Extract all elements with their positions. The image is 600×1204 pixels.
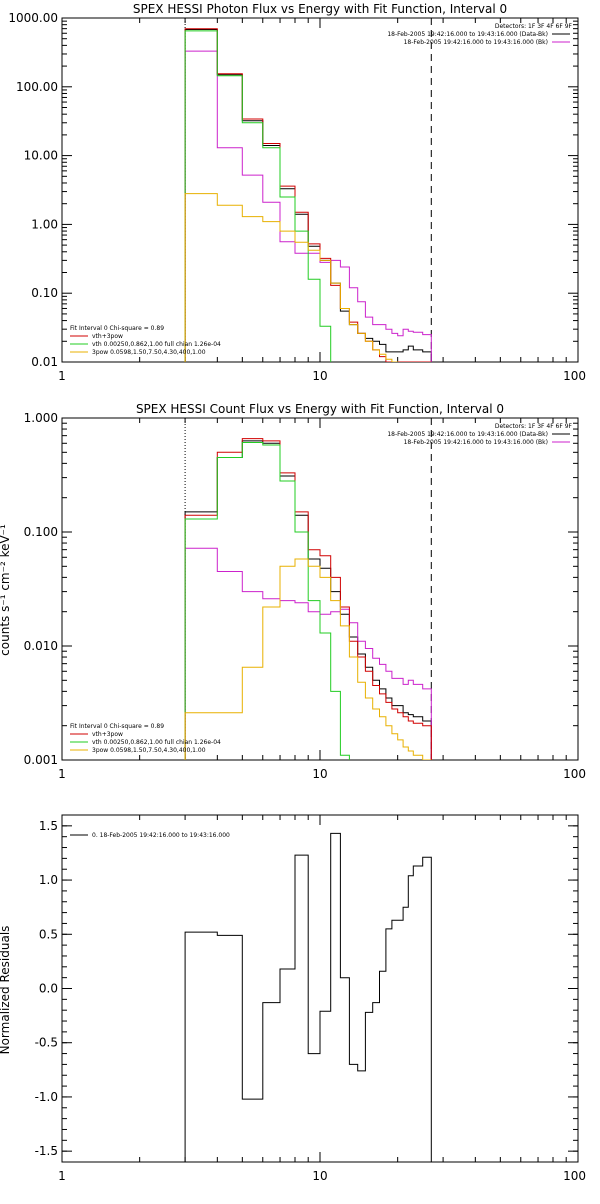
count-legend-bottom-left-entry: vth+3pow [92, 731, 123, 738]
residual-y-tick-label: 0.5 [39, 927, 58, 941]
photon-x-tick-label: 1 [58, 369, 66, 383]
residual-y-tick-label: 1.5 [39, 819, 58, 833]
photon-series-vth-3pow [184, 28, 432, 362]
count-y-tick-label: 0.001 [24, 753, 58, 767]
residual-series-group [184, 832, 432, 1162]
count-y-tick-label: 0.100 [24, 525, 58, 539]
photon-legend-top-right-entry: 18-Feb-2005 19:42:16.000 to 19:43:16.000… [404, 39, 548, 46]
photon-flux-panel: SPEX HESSI Photon Flux vs Energy with Fi… [8, 2, 586, 383]
count-legend-bottom-left-entry: vth 0.00250,0.862,1.00 full chian 1.26e-… [92, 739, 221, 746]
count-legend-top-right-entry: 18-Feb-2005 19:42:16.000 to 19:43:16.000… [387, 431, 548, 438]
residual-y-tick-label: 1.0 [39, 873, 58, 887]
count-x-tick-label: 10 [312, 767, 327, 781]
count-series-bk [184, 547, 432, 760]
photon-legend-top-right-entry: Detectors: 1F 3F 4F 6F 9F [495, 23, 573, 30]
residual-x-tick-label: 1 [58, 1169, 66, 1183]
count-x-tick-label: 1 [58, 767, 66, 781]
photon-series-3pow [184, 193, 432, 362]
count-flux-title: SPEX HESSI Count Flux vs Energy with Fit… [136, 402, 504, 416]
photon-y-tick-label: 0.01 [31, 355, 58, 369]
count-flux-y-label: counts s⁻¹ cm⁻² keV⁻¹ [0, 524, 12, 656]
photon-x-tick-label: 100 [563, 369, 586, 383]
count-legend-bottom-left-entry: Fit Interval 0 Chi-square = 0.89 [70, 723, 164, 730]
count-series-group [184, 438, 432, 760]
photon-series-bk [184, 50, 432, 362]
photon-series-group [184, 28, 432, 362]
photon-y-tick-label: 1000.00 [8, 11, 58, 25]
count-series-vth-3pow [184, 438, 432, 760]
residual-plot-frame [61, 814, 579, 1163]
residual-legend-entry: 0. 18-Feb-2005 19:42:16.000 to 19:43:16.… [92, 832, 230, 839]
count-y-tick-label: 0.010 [24, 639, 58, 653]
photon-legend-top-right-entry: 18-Feb-2005 19:42:16.000 to 19:43:16.000… [387, 31, 548, 38]
photon-series-vth [184, 30, 432, 362]
residual-y-tick-label: -0.5 [35, 1036, 58, 1050]
count-legend-top-right-entry: 18-Feb-2005 19:42:16.000 to 19:43:16.000… [404, 439, 548, 446]
residual-x-tick-label: 100 [563, 1169, 586, 1183]
photon-legend-bottom-left-entry: 3pow 0.0598,1.50,7.50,4.30,400,1.00 [92, 349, 206, 356]
residual-x-tick-label: 10 [312, 1169, 327, 1183]
photon-y-tick-label: 1.00 [31, 217, 58, 231]
count-series-3pow [184, 558, 432, 760]
count-x-tick-label: 100 [563, 767, 586, 781]
photon-legend-bottom-left-entry: vth 0.00250,0.862,1.00 full chian 1.26e-… [92, 341, 221, 348]
photon-series-data-bk [184, 29, 432, 362]
photon-x-tick-label: 10 [312, 369, 327, 383]
photon-legend-bottom-left-entry: vth+3pow [92, 333, 123, 340]
residual-y-tick-label: -1.0 [35, 1090, 58, 1104]
count-y-tick-label: 1.000 [24, 411, 58, 425]
residual-y-tick-label: 0.0 [39, 982, 58, 996]
residual-y-tick-label: -1.5 [35, 1144, 58, 1158]
photon-y-tick-label: 10.00 [24, 149, 58, 163]
residual-series-residuals [184, 832, 432, 1162]
photon-legend-bottom-left-entry: Fit Interval 0 Chi-square = 0.89 [70, 325, 164, 332]
count-flux-panel: SPEX HESSI Count Flux vs Energy with Fit… [0, 402, 586, 781]
photon-y-tick-label: 0.10 [31, 286, 58, 300]
residuals-y-label: Normalized Residuals [0, 926, 12, 1055]
residuals-panel: Normalized Residuals 1 10 100 -1.5 -1.0 -0.5 0… [0, 814, 586, 1183]
count-legend-bottom-left-entry: 3pow 0.0598,1.50,7.50,4.30,400,1.00 [92, 747, 206, 754]
count-legend-top-right-entry: Detectors: 1F 3F 4F 6F 9F [495, 423, 573, 430]
photon-y-tick-label: 100.00 [16, 80, 58, 94]
count-plot-frame [61, 417, 579, 761]
count-series-vth [184, 442, 432, 760]
photon-flux-title: SPEX HESSI Photon Flux vs Energy with Fi… [133, 2, 507, 16]
